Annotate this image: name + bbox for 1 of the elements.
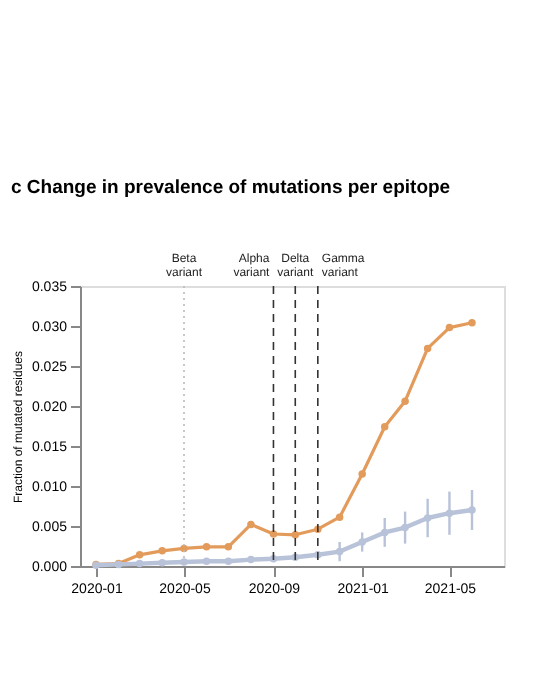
chart-title: c Change in prevalence of mutations per epitope bbox=[10, 177, 451, 199]
